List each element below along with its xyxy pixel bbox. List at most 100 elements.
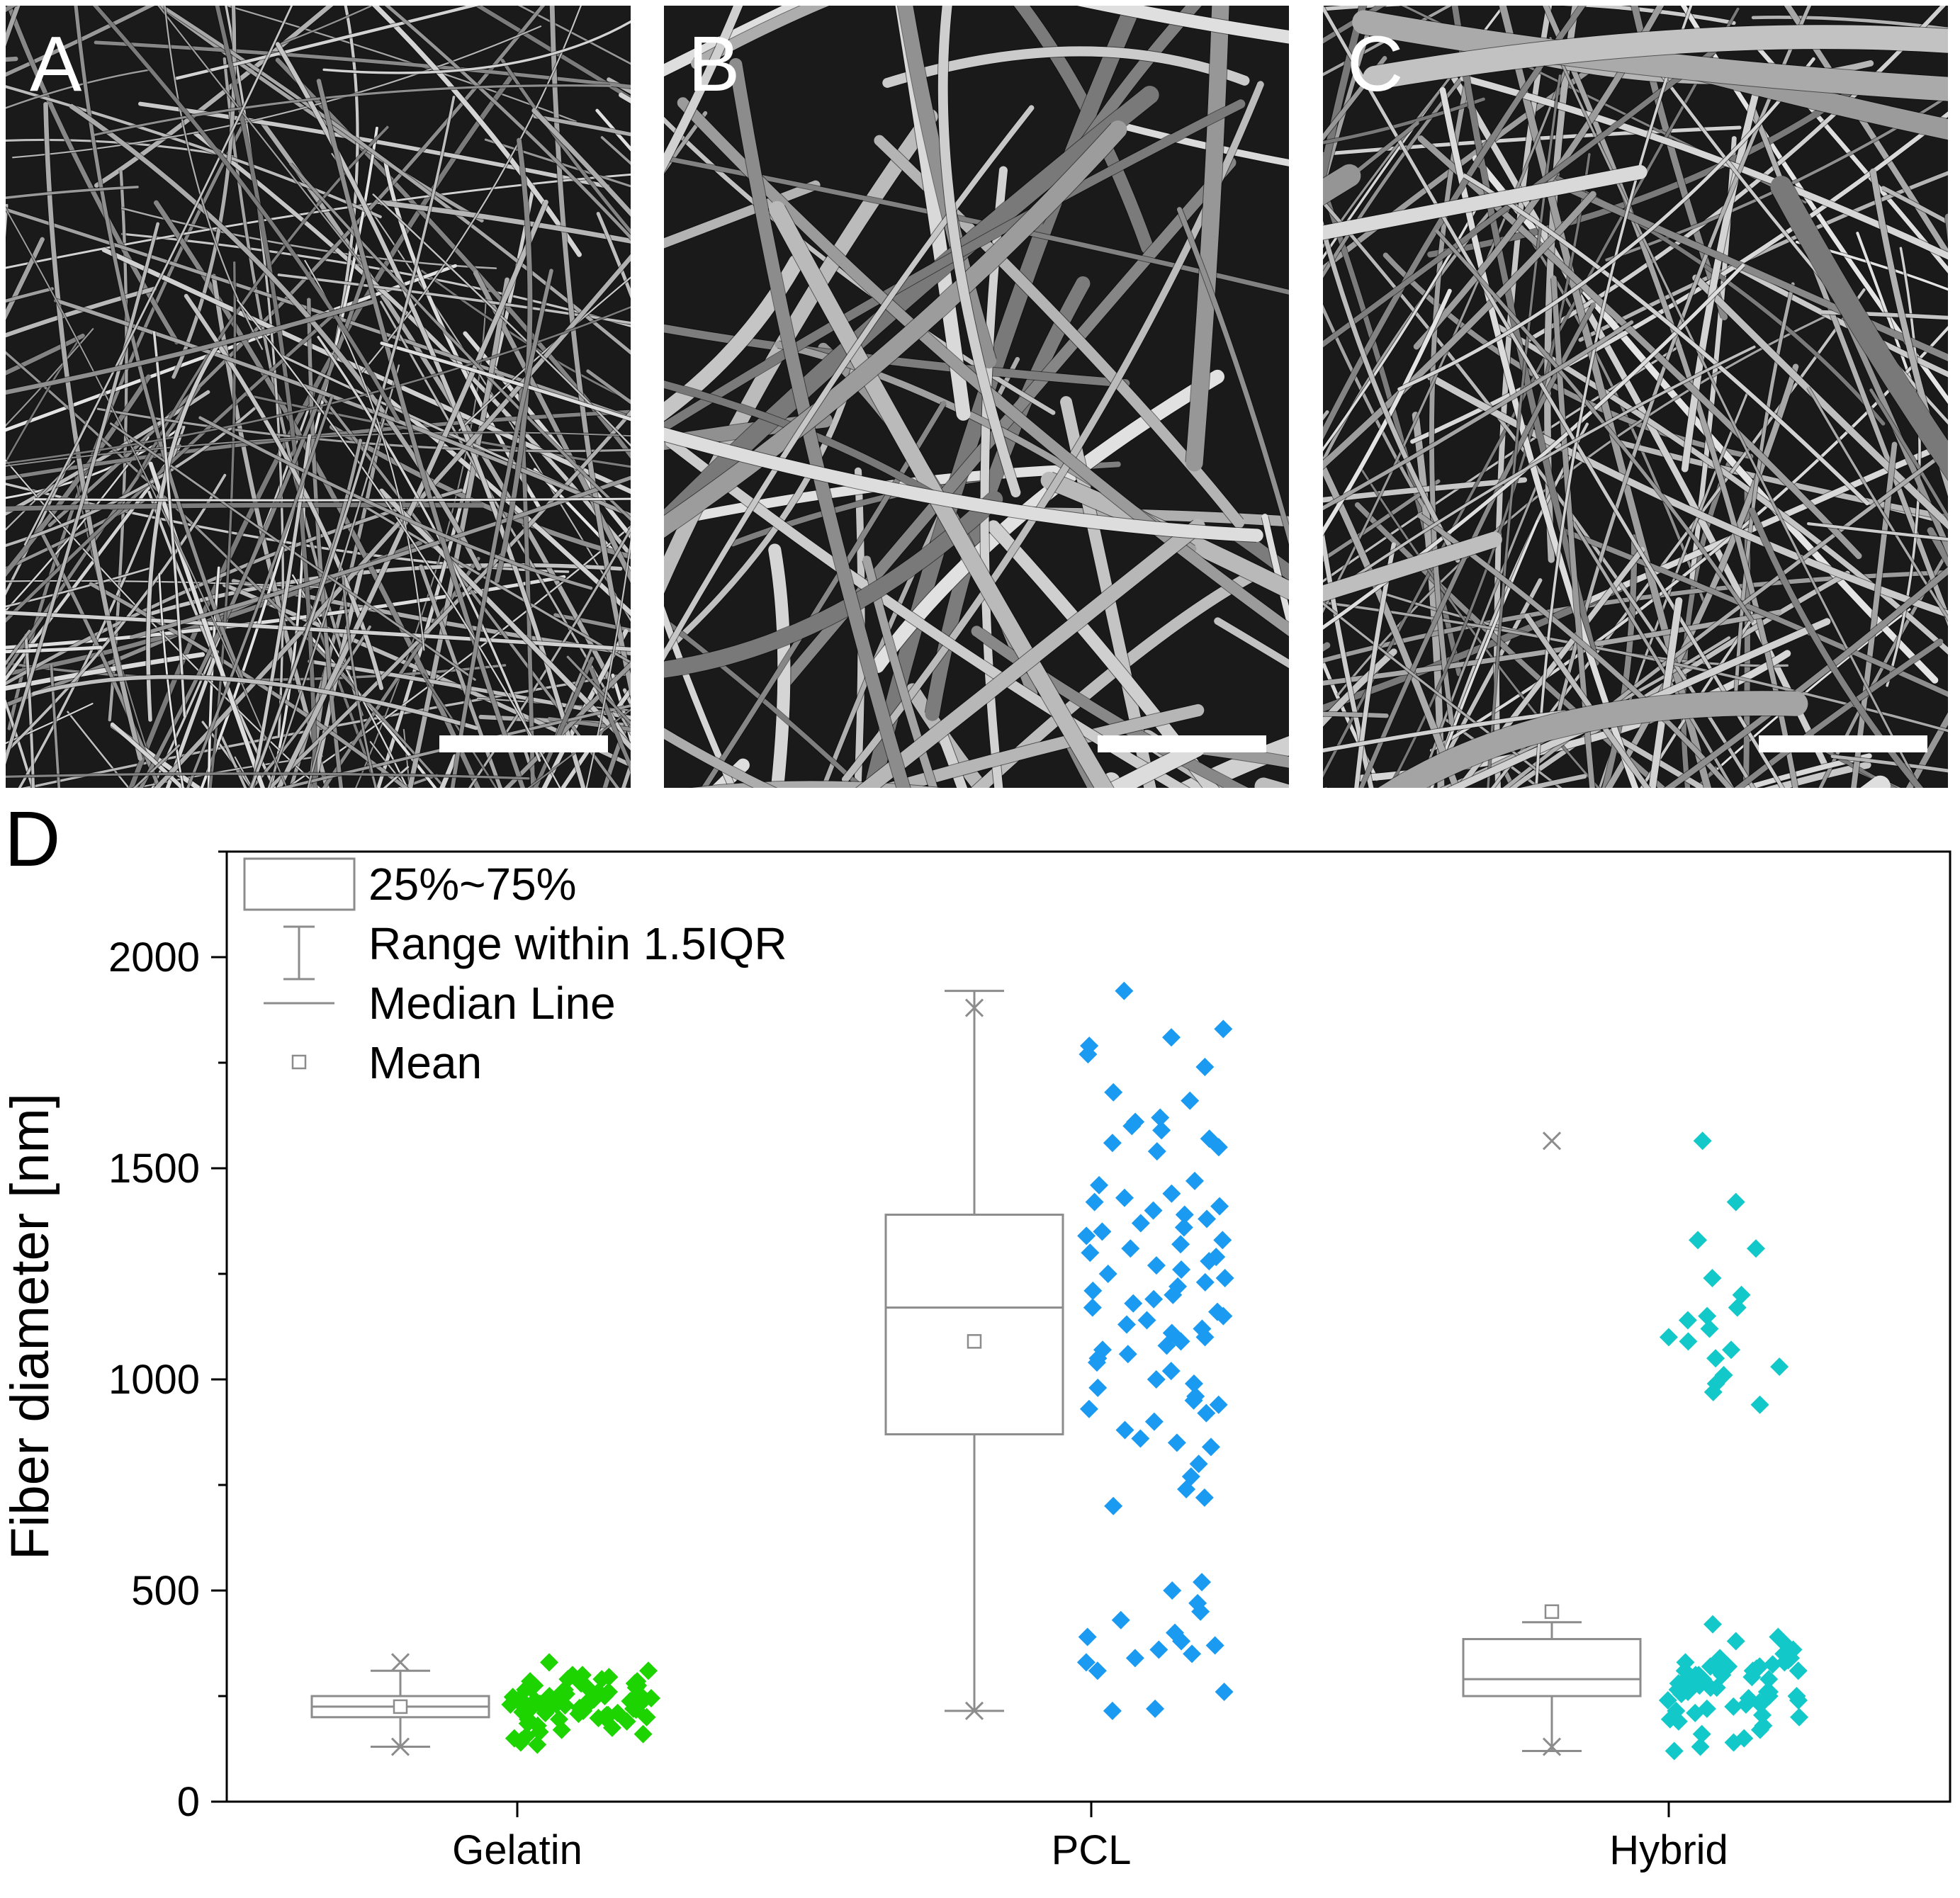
data-point (1215, 1683, 1234, 1702)
max-marker (964, 998, 984, 1017)
data-point (1121, 1239, 1140, 1258)
y-tick-label: 0 (177, 1779, 200, 1825)
box-group-hybrid (1462, 1131, 1809, 1761)
data-point (1079, 1399, 1098, 1418)
panel-label-c: C (1347, 21, 1404, 108)
data-point (1103, 1134, 1122, 1153)
data-point (1763, 1655, 1782, 1674)
data-point (578, 1678, 597, 1698)
y-axis-label: Fiber diameter [nm] (0, 1093, 60, 1560)
data-point (1195, 1057, 1215, 1076)
data-point (1724, 1733, 1743, 1752)
data-point (1151, 1108, 1170, 1127)
data-point (1115, 1420, 1134, 1440)
data-point (1714, 1366, 1733, 1385)
data-point (1750, 1720, 1769, 1739)
data-point (1195, 1328, 1215, 1347)
fiber-strands (6, 6, 631, 788)
data-point (1759, 1670, 1779, 1689)
fiber-mesh-c (1323, 6, 1948, 788)
data-point (536, 1697, 555, 1716)
data-point (1726, 1632, 1745, 1651)
data-point (1172, 1632, 1191, 1651)
data-point (1175, 1205, 1194, 1224)
scale-bar-c (1759, 735, 1927, 752)
data-point (1790, 1707, 1809, 1727)
data-point (1703, 1615, 1723, 1634)
data-point (505, 1729, 524, 1748)
data-point (1732, 1285, 1751, 1304)
data-point (1750, 1657, 1769, 1676)
panel-label-d: D (4, 796, 61, 883)
sem-image-c: C (1323, 6, 1948, 788)
data-point (1200, 1129, 1219, 1148)
sem-image-b: B (664, 6, 1289, 788)
data-point (1669, 1674, 1688, 1693)
data-point (1093, 1222, 1112, 1241)
data-point (1152, 1121, 1171, 1140)
data-point (1669, 1712, 1688, 1731)
data-point (1198, 1209, 1217, 1228)
legend-mean-swatch (291, 1054, 307, 1070)
data-point (1735, 1729, 1754, 1748)
data-point (1125, 1649, 1144, 1668)
data-point (1703, 1382, 1723, 1401)
x-tick-label: PCL (1052, 1827, 1132, 1873)
data-point (1088, 1378, 1108, 1397)
data-point (1752, 1705, 1772, 1724)
data-point (1707, 1678, 1726, 1698)
data-point (1722, 1340, 1741, 1360)
data-point (501, 1695, 520, 1714)
data-point (1686, 1703, 1705, 1722)
data-point (1678, 1311, 1697, 1330)
data-point (1724, 1697, 1743, 1716)
max-marker (1542, 1131, 1562, 1151)
data-point (1692, 1724, 1711, 1744)
data-point (1117, 1315, 1137, 1334)
data-point (511, 1733, 530, 1752)
data-point (633, 1724, 653, 1744)
data-point (1789, 1690, 1808, 1710)
data-point (1172, 1260, 1191, 1280)
x-tick-label: Hybrid (1609, 1827, 1728, 1873)
data-point (1147, 1256, 1166, 1275)
data-point (1750, 1395, 1769, 1414)
data-point (1201, 1437, 1220, 1457)
data-point (1078, 1045, 1098, 1064)
data-point (1083, 1281, 1103, 1300)
data-point (540, 1653, 559, 1672)
y-tick-label: 1500 (108, 1146, 200, 1192)
data-point (637, 1707, 656, 1727)
data-point (1115, 1188, 1134, 1207)
data-point (1726, 1192, 1745, 1211)
y-tick-label: 2000 (108, 934, 200, 981)
data-point (1679, 1332, 1698, 1351)
min-marker (964, 1701, 984, 1720)
data-point (1104, 1496, 1123, 1515)
data-point (1164, 1285, 1183, 1304)
data-point (1090, 1175, 1109, 1194)
data-point (1728, 1298, 1747, 1317)
data-point (558, 1670, 578, 1689)
data-point (1193, 1573, 1212, 1592)
legend-entry: Median Line (368, 978, 616, 1029)
plot-frame (225, 850, 1951, 1803)
data-point (626, 1697, 645, 1716)
scale-bar-b (1098, 735, 1266, 752)
data-point (514, 1693, 534, 1712)
fiber-mesh-a (6, 6, 631, 788)
data-point (1703, 1268, 1722, 1287)
data-point (1675, 1661, 1694, 1680)
data-point (1195, 1272, 1215, 1292)
data-point (1131, 1214, 1150, 1233)
data-point (599, 1668, 619, 1687)
iqr-box (884, 1214, 1064, 1435)
data-point (1665, 1741, 1684, 1761)
data-point (634, 1688, 653, 1707)
data-point (1098, 1265, 1117, 1283)
data-point (1185, 1171, 1204, 1190)
x-tick-label: Gelatin (452, 1827, 582, 1873)
data-point (1157, 1336, 1176, 1355)
data-point (1104, 1083, 1123, 1102)
data-point (1789, 1661, 1808, 1680)
